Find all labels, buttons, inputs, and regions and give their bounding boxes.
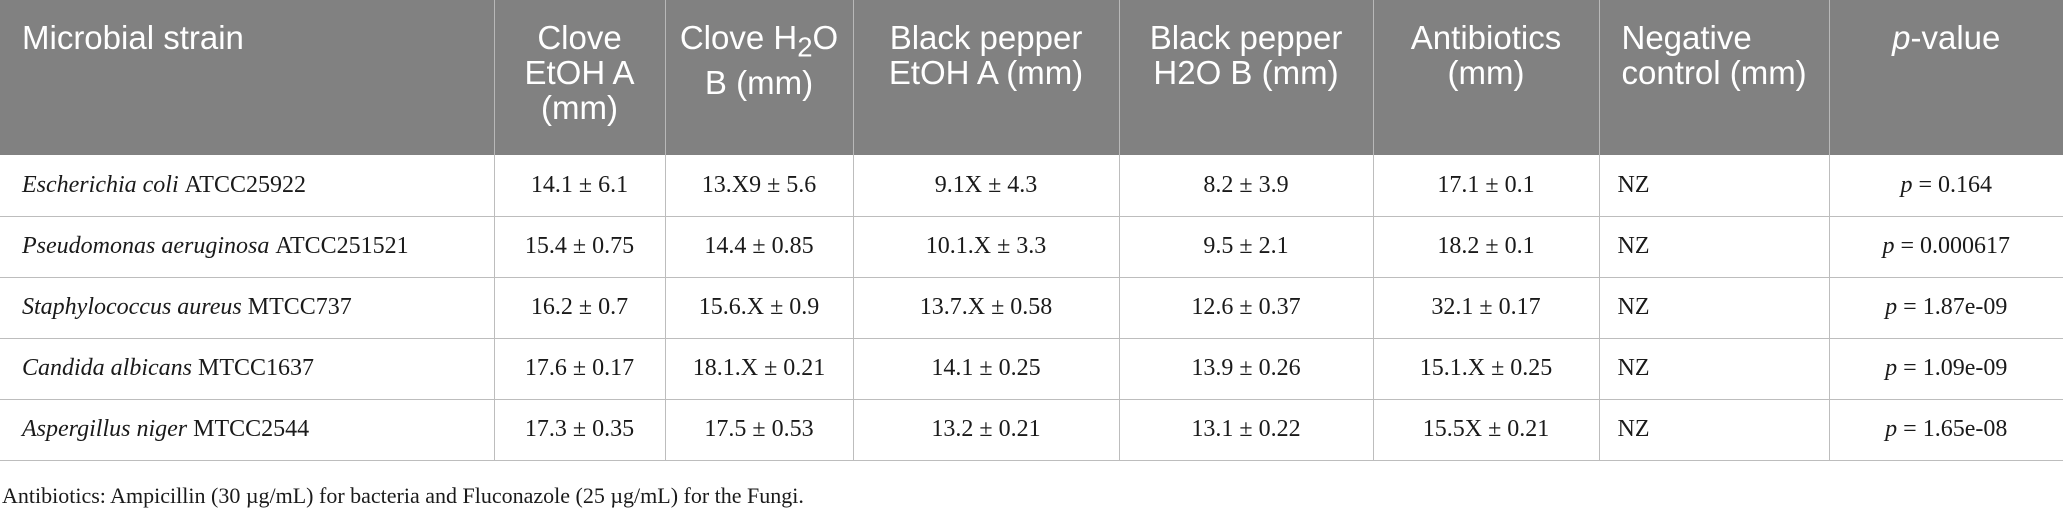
p-symbol: p bbox=[1882, 233, 1895, 259]
value-cell: 13.2 ± 0.21 bbox=[853, 399, 1120, 461]
p-value: = 1.65e-08 bbox=[1903, 416, 2008, 442]
p-symbol: p bbox=[1885, 355, 1898, 381]
header-text: 2 bbox=[797, 31, 813, 63]
p-value: = 0.164 bbox=[1918, 171, 1993, 198]
header-text: Black pepper EtOH A (mm) bbox=[888, 19, 1084, 91]
value-cell: 12.6 ± 0.37 bbox=[1119, 277, 1374, 339]
header-text: O B (mm) bbox=[704, 19, 839, 101]
p-value: = 0.000617 bbox=[1900, 233, 2011, 259]
header-text: Clove EtOH A (mm) bbox=[524, 19, 635, 126]
value-cell: 15.1.X ± 0.25 bbox=[1373, 338, 1600, 400]
header-text: p bbox=[1892, 19, 1911, 56]
table-row: Candida albicans MTCC1637 17.6 ± 0.17 18.1.… bbox=[0, 338, 2063, 400]
value-cell: 18.1.X ± 0.21 bbox=[665, 338, 854, 400]
strain-code: MTCC737 bbox=[247, 294, 352, 320]
value-cell: 16.2 ± 0.7 bbox=[494, 277, 666, 339]
value-cell: 9.1X ± 4.3 bbox=[853, 155, 1120, 217]
value-cell: 14.4 ± 0.85 bbox=[665, 216, 854, 278]
p-symbol: p bbox=[1900, 171, 1913, 198]
value-cell: NZ bbox=[1599, 155, 1830, 217]
table-row: Aspergillus niger MTCC2544 17.3 ± 0.35 17.5… bbox=[0, 399, 2063, 461]
value-cell: 14.1 ± 0.25 bbox=[853, 338, 1120, 400]
strain-cell: Candida albicans MTCC1637 bbox=[0, 338, 495, 400]
table-row: Pseudomonas aeruginosa ATCC251521 15.4 ± 0… bbox=[0, 216, 2063, 278]
value-cell: 10.1.X ± 3.3 bbox=[853, 216, 1120, 278]
p-value-cell: p = 1.09e-09 bbox=[1829, 338, 2063, 400]
value-cell: 18.2 ± 0.1 bbox=[1373, 216, 1600, 278]
header-row: Microbial strain Clove EtOH A (mm) Clove H… bbox=[0, 0, 2063, 155]
value-cell: NZ bbox=[1599, 399, 1830, 461]
header-text: -value bbox=[1910, 19, 2001, 56]
value-cell: 8.2 ± 3.9 bbox=[1119, 155, 1374, 217]
strain-cell: Staphylococcus aureus MTCC737 bbox=[0, 277, 495, 339]
strain-cell: Pseudomonas aeruginosa ATCC251521 bbox=[0, 216, 495, 278]
value-cell: NZ bbox=[1599, 277, 1830, 339]
data-table: Microbial strain Clove EtOH A (mm) Clove H… bbox=[0, 0, 2063, 461]
species-name: Candida albicans bbox=[22, 355, 193, 381]
strain-cell: Aspergillus niger MTCC2544 bbox=[0, 399, 495, 461]
value-cell: 17.5 ± 0.53 bbox=[665, 399, 854, 461]
value-cell: 15.5X ± 0.21 bbox=[1373, 399, 1600, 461]
value-cell: 13.7.X ± 0.58 bbox=[853, 277, 1120, 339]
value-cell: 15.6.X ± 0.9 bbox=[665, 277, 854, 339]
column-header: Clove EtOH A (mm) bbox=[494, 0, 666, 155]
value-cell: 17.3 ± 0.35 bbox=[494, 399, 666, 461]
header-text: Clove H bbox=[679, 19, 798, 56]
value-cell: 9.5 ± 2.1 bbox=[1119, 216, 1374, 278]
column-header: Black pepper H2O B (mm) bbox=[1119, 0, 1374, 155]
value-cell: 13.9 ± 0.26 bbox=[1119, 338, 1374, 400]
value-cell: 13.1 ± 0.22 bbox=[1119, 399, 1374, 461]
p-value-cell: p = 0.164 bbox=[1829, 155, 2063, 217]
value-cell: 17.1 ± 0.1 bbox=[1373, 155, 1600, 217]
p-symbol: p bbox=[1885, 294, 1898, 320]
p-value: = 1.87e-09 bbox=[1903, 294, 2008, 320]
header-text: Negative control (mm) bbox=[1621, 19, 1807, 91]
value-cell: 15.4 ± 0.75 bbox=[494, 216, 666, 278]
table-body: Escherichia coli ATCC25922 14.1 ± 6.1 13.X9… bbox=[0, 155, 2063, 461]
header-text: Antibiotics (mm) bbox=[1410, 19, 1562, 91]
footnote: Antibiotics: Ampicillin (30 µg/mL) for b… bbox=[2, 482, 804, 508]
table-row: Escherichia coli ATCC25922 14.1 ± 6.1 13.X9… bbox=[0, 155, 2063, 217]
value-cell: 13.X9 ± 5.6 bbox=[665, 155, 854, 217]
species-name: Escherichia coli bbox=[22, 171, 179, 198]
column-header: Microbial strain bbox=[0, 0, 495, 155]
value-cell: 17.6 ± 0.17 bbox=[494, 338, 666, 400]
column-header: Negative control (mm) bbox=[1599, 0, 1830, 155]
strain-code: MTCC2544 bbox=[193, 416, 310, 442]
p-symbol: p bbox=[1885, 416, 1898, 442]
strain-code: ATCC251521 bbox=[275, 233, 409, 259]
strain-code: ATCC25922 bbox=[184, 171, 306, 198]
column-header: p-value bbox=[1829, 0, 2063, 155]
species-name: Aspergillus niger bbox=[22, 416, 188, 442]
column-header: Black pepper EtOH A (mm) bbox=[853, 0, 1120, 155]
p-value-cell: p = 1.87e-09 bbox=[1829, 277, 2063, 339]
value-cell: NZ bbox=[1599, 216, 1830, 278]
strain-cell: Escherichia coli ATCC25922 bbox=[0, 155, 495, 217]
species-name: Pseudomonas aeruginosa bbox=[22, 233, 270, 259]
value-cell: 32.1 ± 0.17 bbox=[1373, 277, 1600, 339]
table-row: Staphylococcus aureus MTCC737 16.2 ± 0.7 15… bbox=[0, 277, 2063, 339]
p-value: = 1.09e-09 bbox=[1903, 355, 2008, 381]
column-header: Clove H2O B (mm) bbox=[665, 0, 854, 155]
strain-code: MTCC1637 bbox=[198, 355, 315, 381]
header-text: Microbial strain bbox=[22, 19, 244, 56]
value-cell: 14.1 ± 6.1 bbox=[494, 155, 666, 217]
p-value-cell: p = 1.65e-08 bbox=[1829, 399, 2063, 461]
value-cell: NZ bbox=[1599, 338, 1830, 400]
column-header: Antibiotics (mm) bbox=[1373, 0, 1600, 155]
species-name: Staphylococcus aureus bbox=[22, 294, 242, 320]
header-text: Black pepper H2O B (mm) bbox=[1149, 19, 1343, 91]
p-value-cell: p = 0.000617 bbox=[1829, 216, 2063, 278]
